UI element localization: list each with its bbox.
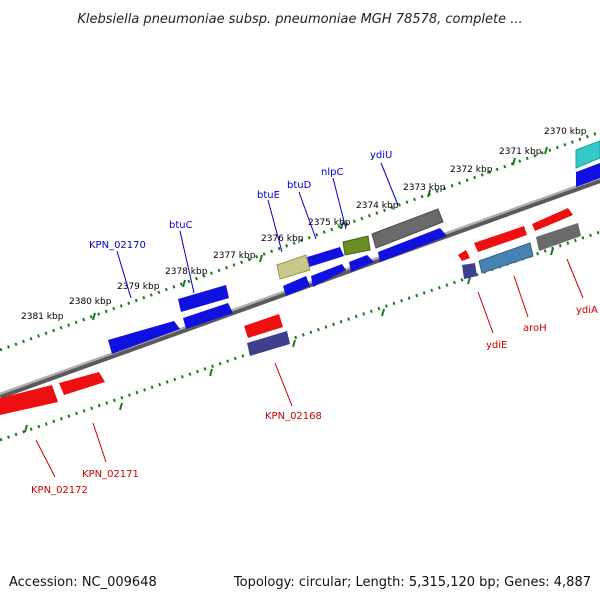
- gene-blue-small-c: [283, 276, 310, 296]
- label-connectors: [35, 162, 584, 478]
- kbp-2378: 2378 kbp: [165, 267, 208, 277]
- accession-text: Accession: NC_009648: [9, 575, 157, 590]
- label-btuC: btuC: [169, 220, 193, 231]
- gene-blue-long: [378, 228, 447, 262]
- label-KPN_02170: KPN_02170: [89, 240, 146, 251]
- gene-btuD: [304, 247, 344, 268]
- gene-KPN_02172: [0, 385, 58, 415]
- kbp-2379: 2379 kbp: [117, 282, 160, 292]
- gene-arrow-top-right: [576, 163, 600, 187]
- gene-btuC: [178, 285, 229, 312]
- gene-aroH: [478, 242, 534, 274]
- reverse-genes: [0, 208, 581, 415]
- label-KPN_02171: KPN_02171: [82, 469, 139, 480]
- label-KPN_02172: KPN_02172: [31, 485, 88, 496]
- gene-nlpC: [342, 235, 371, 256]
- gene-ydiU: [575, 140, 600, 169]
- kbp-2380: 2380 kbp: [69, 297, 112, 307]
- gene-grey-2: [536, 223, 581, 251]
- kbp-2381: 2381 kbp: [21, 312, 64, 322]
- label-ydiA: ydiA: [576, 305, 598, 316]
- label-nlpC: nlpC: [321, 167, 343, 178]
- gene-grey-1: [371, 208, 444, 249]
- label-ydiU: ydiU: [370, 150, 392, 161]
- label-ydiE: ydiE: [486, 340, 507, 351]
- map-title: Klebsiella pneumoniae subsp. pneumoniae …: [77, 12, 522, 27]
- genome-summary-text: Topology: circular; Length: 5,315,120 bp…: [233, 575, 591, 590]
- kbp-2371: 2371 kbp: [499, 147, 542, 157]
- major-ticks-reverse: [24, 247, 554, 433]
- label-btuD: btuD: [287, 180, 312, 191]
- gene-blue-small-b: [311, 264, 346, 287]
- gene-labels-reverse: ydiA aroH ydiE KPN_02168 KPN_02171 KPN_0…: [31, 305, 598, 496]
- kbp-2373: 2373 kbp: [403, 183, 446, 193]
- kbp-2372: 2372 kbp: [450, 165, 493, 175]
- kbp-2370: 2370 kbp: [544, 127, 587, 137]
- gene-red-c: [244, 314, 283, 338]
- gene-red-a: [532, 208, 573, 231]
- gene-btuE: [276, 254, 311, 280]
- gene-blue-small-a: [349, 255, 374, 272]
- kbp-2376: 2376 kbp: [261, 234, 304, 244]
- kbp-2375: 2375 kbp: [308, 218, 351, 228]
- forward-genes: [108, 140, 600, 354]
- label-btuE: btuE: [257, 190, 280, 201]
- gene-KPN_02171: [59, 372, 105, 395]
- label-aroH: aroH: [523, 323, 547, 334]
- gene-ydiE: [458, 250, 470, 261]
- gene-KPN_02170: [108, 321, 180, 354]
- kbp-2374: 2374 kbp: [356, 201, 399, 211]
- gene-blue-d: [183, 303, 233, 329]
- gene-KPN_02168: [247, 331, 290, 356]
- major-ticks-forward: [92, 146, 548, 321]
- scale-labels: 2370 kbp 2371 kbp 2372 kbp 2373 kbp 2374…: [21, 127, 587, 322]
- gene-labels-forward: ydiU nlpC btuD btuE btuC KPN_02170: [89, 150, 392, 251]
- kbp-2377: 2377 kbp: [213, 251, 256, 261]
- gene-red-b: [474, 226, 527, 252]
- label-KPN_02168: KPN_02168: [265, 411, 322, 422]
- gene-purple-small: [462, 263, 477, 279]
